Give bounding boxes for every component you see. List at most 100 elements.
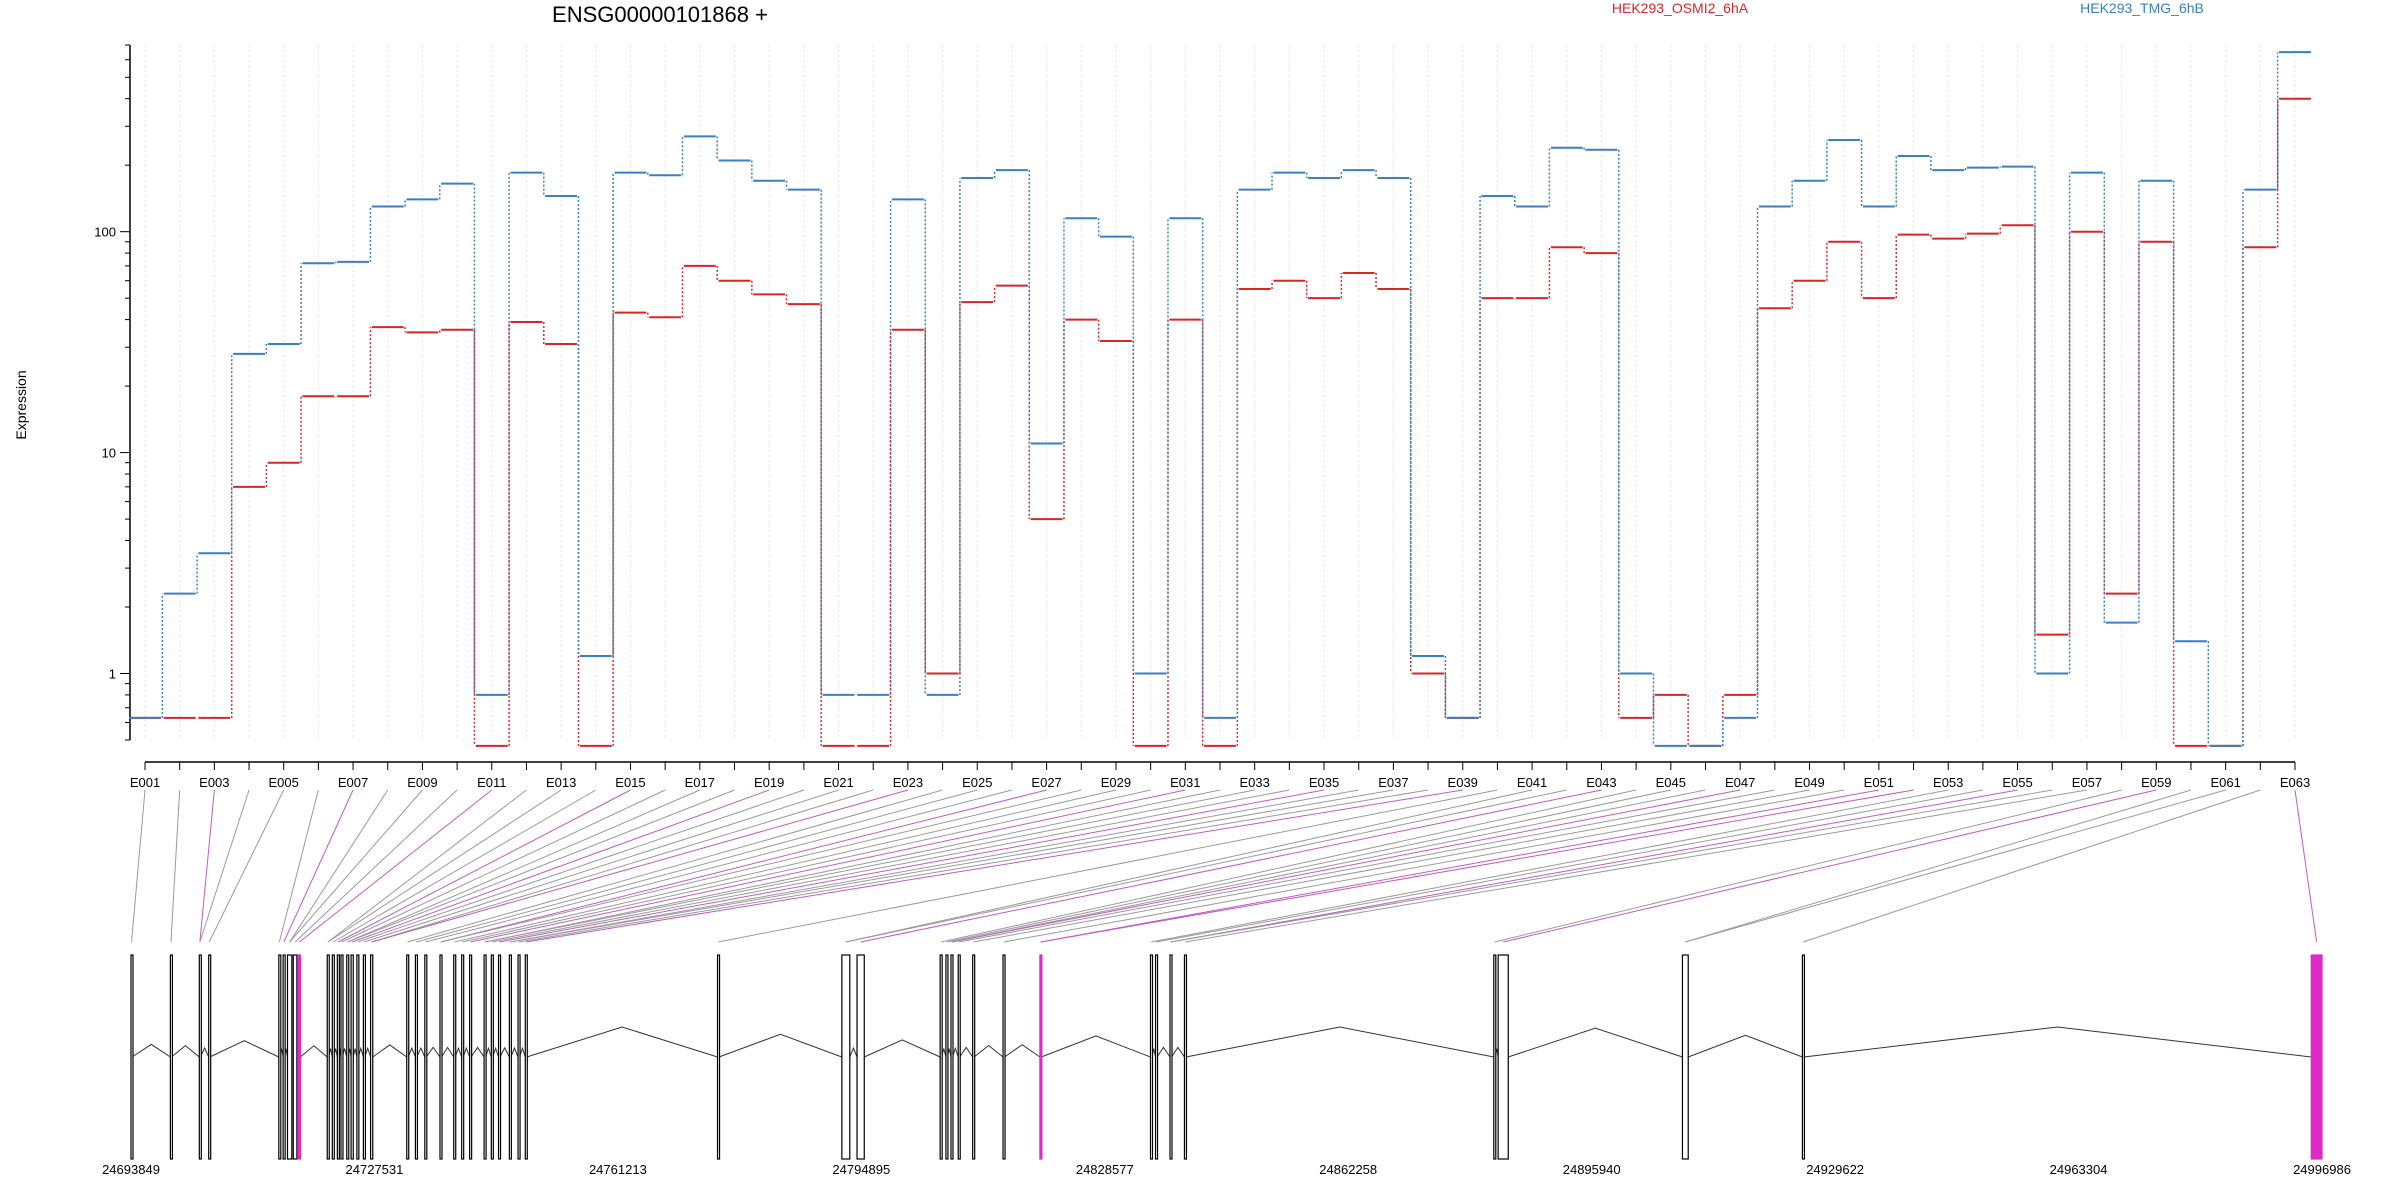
exon <box>362 954 366 1160</box>
coordinate-label: 24862258 <box>1319 1162 1377 1177</box>
exon-connector <box>718 789 1498 943</box>
intron-line <box>209 1040 280 1058</box>
exon-connector <box>1503 789 2157 943</box>
exon <box>1154 954 1159 1160</box>
exon-connector <box>289 789 423 943</box>
exon-connector <box>371 789 874 943</box>
coordinate-label: 24761213 <box>589 1162 647 1177</box>
x-tick-label: E005 <box>269 775 299 790</box>
intron-line <box>864 1039 941 1058</box>
x-tick-label: E027 <box>1031 775 1061 790</box>
exon-connector <box>1156 789 1983 943</box>
intron-line <box>1171 1046 1185 1058</box>
exon-connector <box>940 789 1637 943</box>
exon-connector <box>958 789 1775 943</box>
exon <box>346 954 350 1160</box>
exon-connector <box>199 789 215 943</box>
intron-line <box>352 1048 358 1058</box>
x-tick-label: E031 <box>1170 775 1200 790</box>
exon <box>331 954 335 1160</box>
exon-connector <box>294 789 458 943</box>
gene-model-track: 24693849 24727531 24761213 24794895 24828577… <box>102 954 2351 1177</box>
exon-connector <box>440 789 1082 943</box>
exon <box>1497 954 1509 1160</box>
plot-area: 1 10 100 E001 E003 E005 E007 E009 E011 E013 E015 E0… <box>94 44 2311 790</box>
exon-connector <box>462 789 1151 943</box>
exon <box>1493 954 1497 1160</box>
exon <box>1149 954 1154 1160</box>
exon-highlighted <box>1039 954 1043 1160</box>
intron-line <box>407 1046 416 1058</box>
x-tick-label: E055 <box>2002 775 2032 790</box>
x-tick-label: E039 <box>1448 775 1478 790</box>
exon-connector <box>299 789 493 943</box>
x-tick-label: E057 <box>2072 775 2102 790</box>
intron-line <box>499 1046 510 1058</box>
exon <box>208 954 212 1160</box>
x-tick-label: E033 <box>1239 775 1269 790</box>
exon-connector <box>845 789 1533 943</box>
exon-connector <box>946 789 1671 943</box>
exon-connector <box>1151 789 1949 943</box>
exon-connector <box>371 789 909 943</box>
x-tick-label: E023 <box>893 775 923 790</box>
x-tick-label: E029 <box>1101 775 1131 790</box>
exon-connector <box>347 789 735 943</box>
intron-line <box>718 1033 843 1058</box>
y-tick-label: 100 <box>94 225 116 240</box>
exon-connector <box>454 789 1117 943</box>
legend-series-osmi2: HEK293_OSMI2_6hA <box>1612 0 1749 16</box>
exon-connector <box>510 789 1359 943</box>
exon <box>972 954 976 1160</box>
exon-connector <box>860 789 1602 943</box>
exon-connector <box>199 789 250 943</box>
intron-line <box>959 1046 974 1058</box>
coordinate-label: 24996986 <box>2293 1162 2351 1177</box>
intron-line <box>416 1046 426 1058</box>
exon <box>1002 954 1006 1160</box>
x-tick-label: E011 <box>477 775 506 790</box>
x-tick-label: E043 <box>1586 775 1616 790</box>
exon <box>945 954 949 1160</box>
exon-connector <box>518 789 1429 943</box>
x-tick-label: E051 <box>1864 775 1894 790</box>
coordinate-label: 24727531 <box>346 1162 404 1177</box>
intron-line <box>1803 1026 2312 1058</box>
intron-line <box>1156 1046 1171 1058</box>
exon-connector <box>1170 789 2053 943</box>
exon <box>130 954 134 1160</box>
intron-line <box>510 1046 519 1058</box>
exon-connector <box>131 789 146 943</box>
exon-connector <box>1685 789 2192 943</box>
intron-line <box>131 1043 171 1058</box>
x-tick-label: E061 <box>2210 775 2240 790</box>
exon <box>524 954 528 1160</box>
exon <box>950 954 954 1160</box>
exon <box>198 954 202 1160</box>
exon-connector <box>283 789 354 943</box>
x-tick-label: E017 <box>685 775 715 790</box>
intron-line <box>1041 1035 1151 1058</box>
exon-connector <box>2294 789 2318 943</box>
exon <box>469 954 473 1160</box>
exon-connector <box>289 789 389 943</box>
x-tick-label: E013 <box>546 775 576 790</box>
exon <box>356 954 360 1160</box>
exon-connector <box>951 789 1706 943</box>
exon-connector <box>352 789 770 943</box>
x-tick-label: E045 <box>1656 775 1686 790</box>
intron-line <box>1004 1044 1041 1058</box>
exon-connector <box>1170 789 2018 943</box>
exon <box>856 954 865 1160</box>
intron-line <box>171 1045 200 1058</box>
exon <box>406 954 410 1160</box>
x-tick-label: E025 <box>962 775 992 790</box>
exon <box>278 954 282 1160</box>
exon <box>424 954 428 1160</box>
exon-connector <box>440 789 1047 943</box>
intron-line <box>1688 1034 1803 1058</box>
x-tick-label: E063 <box>2280 775 2310 790</box>
coordinate-label: 24794895 <box>832 1162 890 1177</box>
exon-highlighted <box>297 954 302 1160</box>
